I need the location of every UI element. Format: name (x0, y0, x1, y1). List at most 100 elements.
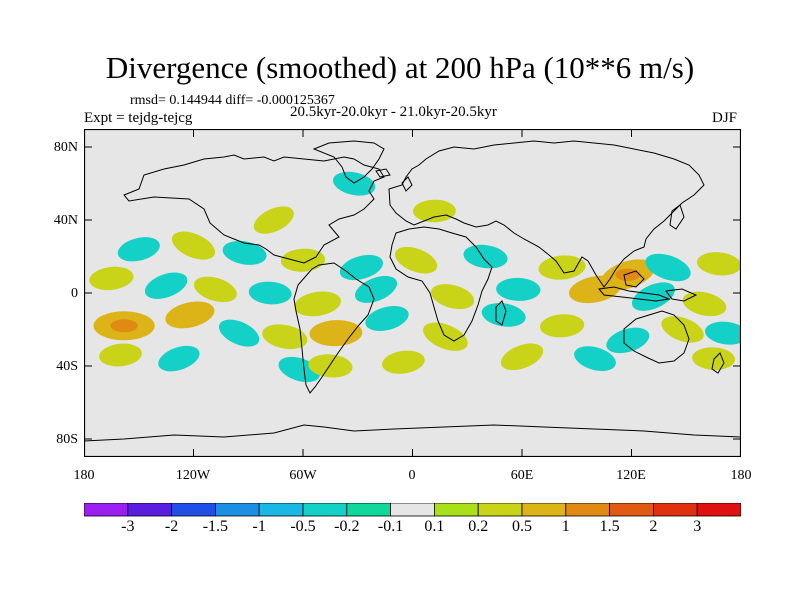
divergence-cell (382, 350, 425, 374)
colorbar-label: -0.2 (334, 518, 360, 535)
colorbar-box (84, 503, 129, 517)
colorbar-box (653, 503, 698, 517)
lon-label-120e: 120E (616, 468, 646, 483)
colorbar-label: -0.1 (377, 518, 404, 535)
period-label: 20.5kyr-20.0kyr - 21.0kyr-20.5kyr (290, 104, 497, 120)
colorbar-box (127, 503, 172, 517)
coastline-new-guinea (665, 288, 698, 302)
lat-label-80n: 80N (53, 140, 78, 155)
lat-label-80s: 80S (56, 432, 78, 447)
coastline-africa (389, 226, 493, 342)
divergence-cell (99, 343, 142, 367)
divergence-cell (89, 266, 134, 291)
colorbar-box (302, 503, 348, 517)
divergence-cell (423, 322, 468, 351)
lon-label-60w: 60W (289, 468, 317, 483)
divergence-core (110, 319, 138, 333)
divergence-core (324, 327, 348, 339)
colorbar-box (521, 503, 567, 517)
divergence-core (583, 283, 607, 296)
divergence-cell (696, 252, 741, 276)
divergence-core (178, 309, 202, 321)
colorbar-box (390, 503, 435, 517)
colorbar-label: 1 (561, 518, 570, 535)
divergence-cell (354, 275, 398, 303)
coastline-australia (623, 310, 690, 364)
divergence-cell (394, 246, 438, 274)
chart-title: Divergence (smoothed) at 200 hPa (10**6 … (105, 50, 695, 85)
divergence-cell (158, 345, 200, 372)
colorbar-label: 0.5 (512, 518, 532, 535)
colorbar-label: 2 (649, 518, 658, 535)
map-background (84, 129, 741, 457)
divergence-cell (574, 346, 616, 371)
divergence-cell (538, 255, 586, 280)
axis-ticks (84, 129, 741, 457)
divergence-cell (144, 272, 188, 299)
coastline-madagascar (495, 300, 507, 326)
divergence-cell (645, 253, 691, 282)
divergence-cell (661, 316, 704, 343)
divergence-cell (308, 354, 353, 378)
divergence-cell (117, 237, 160, 262)
divergence-cell (705, 321, 741, 345)
coastline-north-america (123, 154, 385, 264)
divergence-cell (539, 314, 585, 338)
lat-label-40s: 40S (56, 359, 78, 374)
colorbar-label: 0.2 (468, 518, 489, 535)
season-label: DJF (712, 110, 738, 126)
lon-label-0: 0 (408, 468, 416, 483)
colorbar-label: 1.5 (599, 518, 620, 535)
coastline-indonesia (598, 286, 671, 302)
divergence-cell (280, 248, 326, 272)
lat-label-40n: 40N (53, 213, 78, 228)
divergence-cell (412, 199, 456, 223)
divergence-cell (294, 291, 341, 317)
colorbar-box (609, 503, 654, 517)
lon-label-180e: 180 (730, 468, 752, 483)
divergence-cell (248, 281, 292, 305)
divergence-cell (692, 347, 736, 370)
coastline-japan (669, 204, 685, 230)
lon-label-60e: 60E (510, 468, 534, 483)
divergence-cell (481, 303, 526, 327)
colorbar-box (696, 503, 741, 517)
colorbar-label: 0.1 (424, 518, 445, 535)
colorbar-label: 3 (693, 518, 702, 535)
coastline-eurasia (388, 140, 705, 288)
divergence-cell (222, 240, 267, 265)
divergence-cell (606, 327, 650, 354)
colorbar-box (171, 503, 216, 517)
coastline-borneo (623, 270, 645, 288)
experiment-label: Expt = tejdg-tejcg (84, 110, 193, 126)
divergence-cell (253, 206, 294, 234)
divergence-cell (218, 319, 260, 347)
divergence-cell (430, 284, 475, 310)
divergence-core (615, 268, 641, 281)
colorbar-box (214, 503, 260, 517)
divergence-cell (262, 324, 308, 350)
colorbar-label: -1 (252, 518, 266, 535)
colorbar-box (433, 503, 479, 517)
coastline-uk (401, 176, 413, 192)
coastline-new-zealand (711, 352, 725, 374)
divergence-cell (332, 171, 376, 196)
lon-label-180w: 180 (73, 468, 95, 483)
lon-label-120w: 120W (175, 468, 211, 483)
coastlines (84, 140, 741, 442)
divergence-cell (682, 291, 727, 317)
divergence-cell (500, 343, 544, 371)
stats-line: rmsd= 0.144944 diff= -0.000125367 (130, 93, 335, 108)
colorbar-box (258, 503, 304, 517)
divergence-features (89, 171, 741, 383)
divergence-cell (365, 305, 409, 332)
coastline-iceland (375, 168, 391, 178)
colorbar-label: -2 (164, 518, 179, 535)
colorbar-label: -0.5 (290, 518, 316, 535)
colorbar-box (565, 503, 610, 517)
divergence-cell (463, 244, 508, 269)
colorbar-box (477, 503, 523, 517)
coastline-antarctica (84, 424, 741, 442)
colorbar-label: -3 (121, 518, 135, 535)
colorbar-box (346, 503, 391, 517)
